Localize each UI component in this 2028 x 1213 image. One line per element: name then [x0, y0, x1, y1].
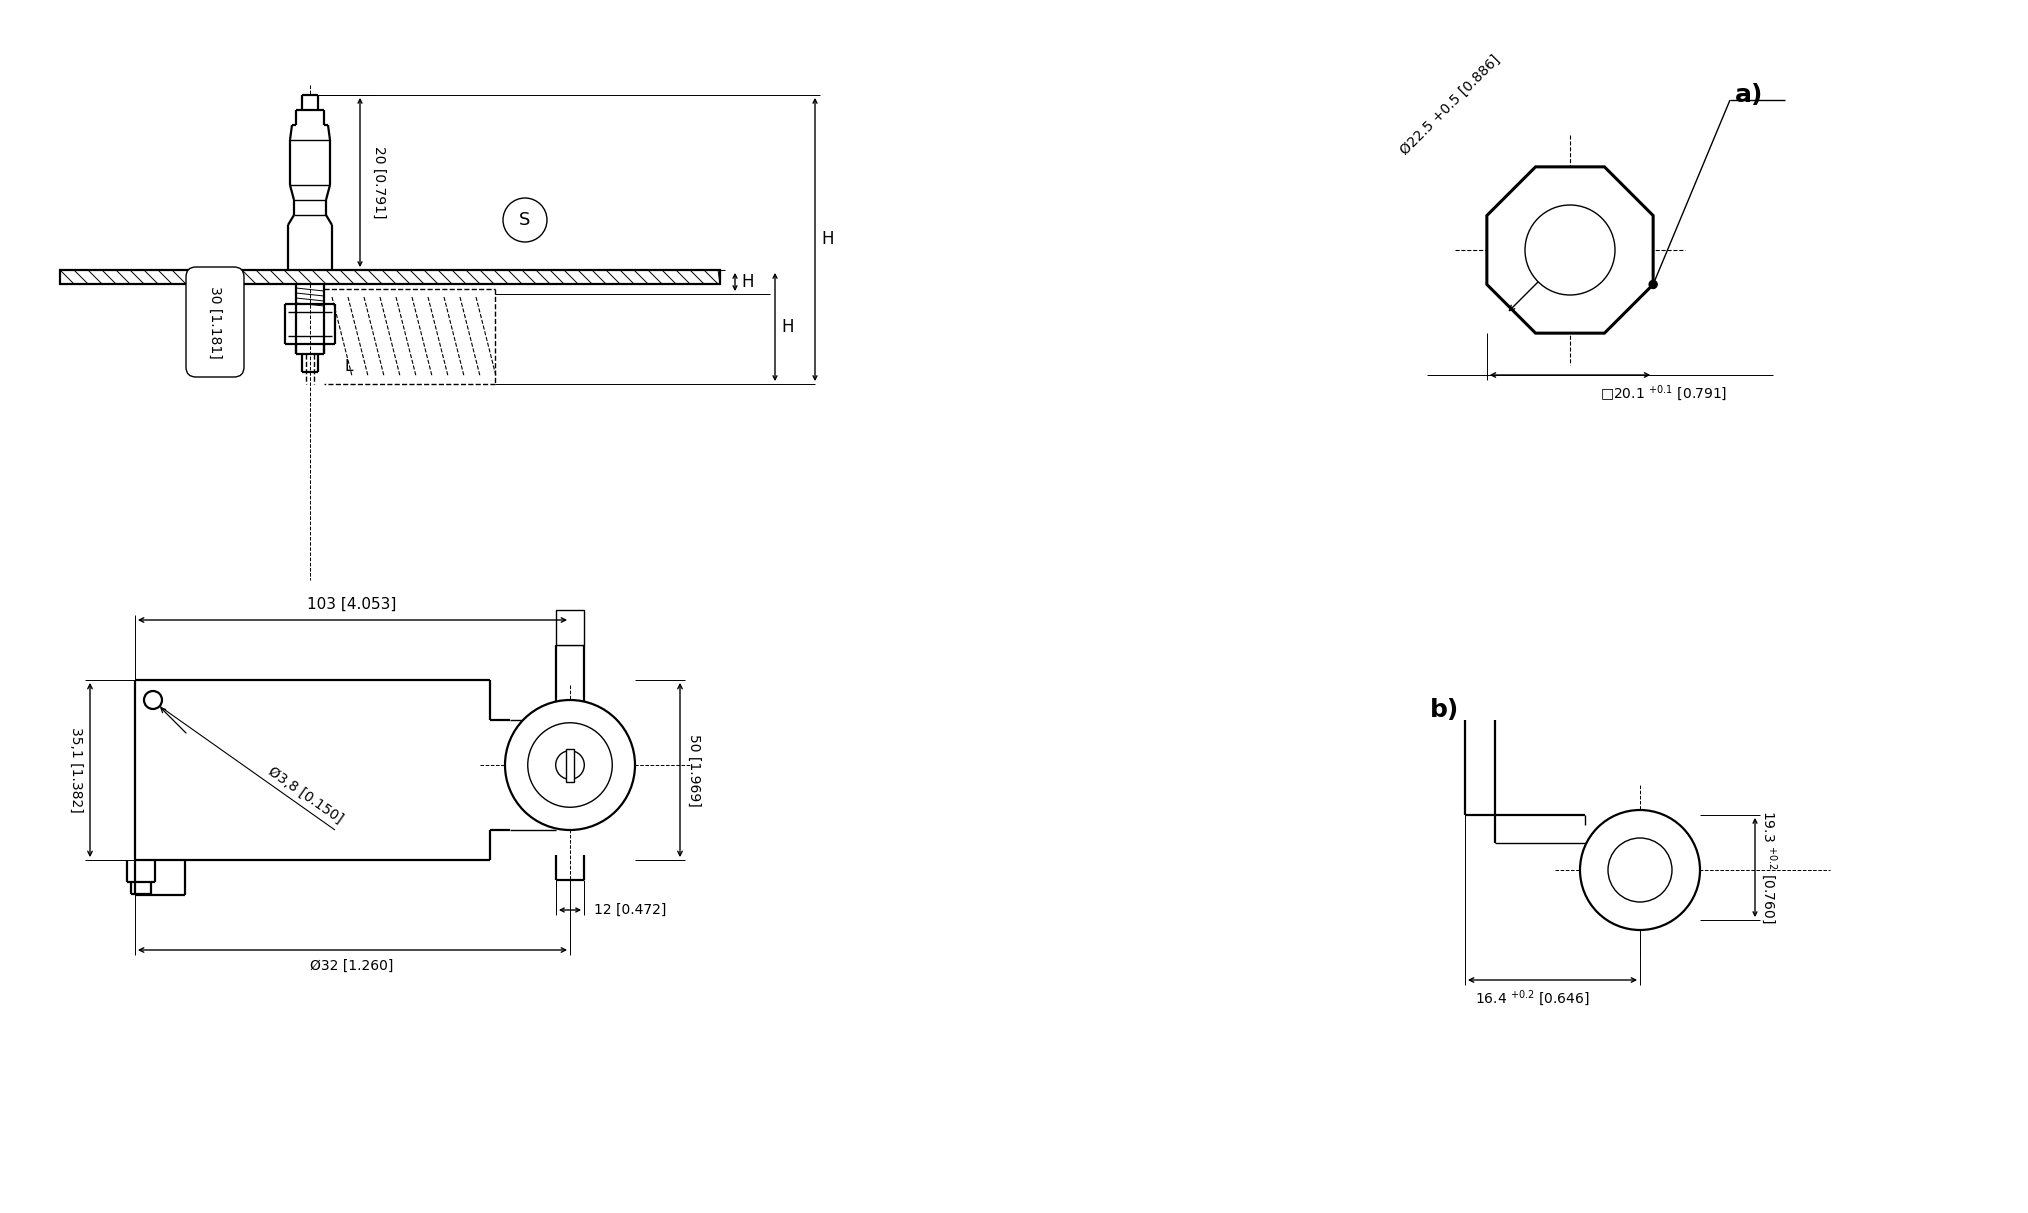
Text: Ø32 [1.260]: Ø32 [1.260] — [310, 959, 393, 973]
Text: Ø22.5 +0.5 [0.886]: Ø22.5 +0.5 [0.886] — [1397, 52, 1503, 158]
Bar — [61, 270, 720, 284]
Text: H: H — [781, 318, 795, 336]
Circle shape — [527, 723, 612, 807]
Text: 50 [1.969]: 50 [1.969] — [687, 734, 702, 807]
Circle shape — [556, 751, 584, 779]
Circle shape — [1649, 280, 1657, 289]
Text: H: H — [742, 273, 754, 291]
Text: 20 [0.791]: 20 [0.791] — [371, 146, 385, 218]
Polygon shape — [1487, 167, 1653, 334]
Text: 16.4 $^{+0.2}$ [0.646]: 16.4 $^{+0.2}$ [0.646] — [1474, 989, 1590, 1008]
Bar — [556, 610, 584, 645]
Text: H: H — [821, 230, 834, 247]
Text: 19.3 $^{+0.2}$ [0.760]: 19.3 $^{+0.2}$ [0.760] — [1758, 810, 1779, 924]
Text: 12 [0.472]: 12 [0.472] — [594, 902, 667, 917]
Text: 103 [4.053]: 103 [4.053] — [308, 597, 397, 611]
Circle shape — [144, 691, 162, 710]
Circle shape — [503, 198, 548, 243]
Circle shape — [1608, 838, 1671, 902]
Text: a): a) — [1736, 82, 1764, 107]
Circle shape — [1525, 205, 1614, 295]
Text: 30 [1.181]: 30 [1.181] — [209, 285, 221, 358]
Text: □20.1 $^{+0.1}$ [0.791]: □20.1 $^{+0.1}$ [0.791] — [1600, 383, 1728, 403]
Text: 35,1 [1.382]: 35,1 [1.382] — [69, 727, 83, 813]
Text: S: S — [519, 211, 531, 229]
Text: L: L — [345, 359, 353, 374]
FancyBboxPatch shape — [187, 267, 243, 377]
Circle shape — [505, 700, 635, 830]
Text: b): b) — [1430, 697, 1460, 722]
Circle shape — [1580, 810, 1699, 930]
Text: Ø3,8 [0.150]: Ø3,8 [0.150] — [266, 764, 345, 826]
Bar — [566, 748, 574, 781]
